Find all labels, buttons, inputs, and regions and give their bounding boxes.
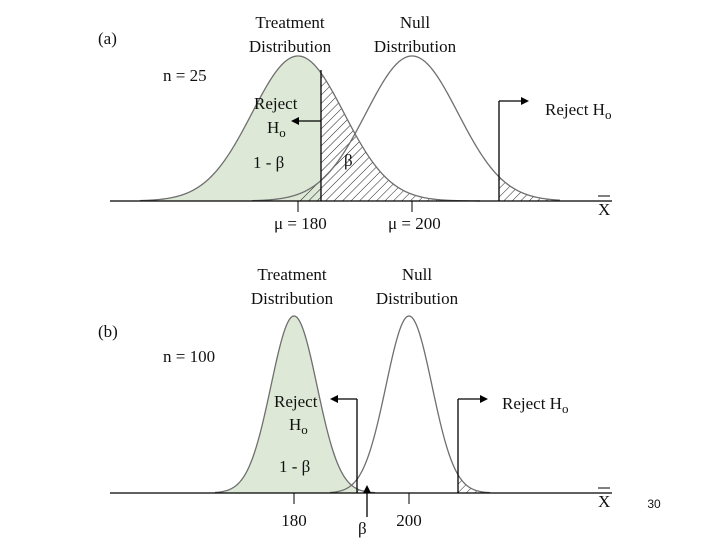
page-number: 30: [647, 497, 661, 511]
panel-b-reject-left-line1: Reject: [274, 392, 318, 411]
panel-a-reject-right-arrowhead: [521, 97, 529, 105]
panel-a-reject-left-line2: Ho: [267, 118, 286, 140]
panel-b-reject-left-arrowhead: [330, 395, 338, 403]
panel-b-treatment-title-2: Distribution: [251, 289, 334, 308]
panel-a-treatment-title-1: Treatment: [255, 13, 325, 32]
panel-b-treatment-title-1: Treatment: [257, 265, 327, 284]
panel-b-reject-right: Reject Ho: [502, 394, 568, 416]
panel-a-beta-label: β: [344, 151, 353, 170]
panel-b-beta-pointer-head: [363, 485, 371, 493]
panel-b-null-curve: [329, 315, 491, 494]
panel-b-treatment-curve: [214, 315, 376, 494]
panel-a: (a) Treatment Distribution Null Distribu…: [98, 13, 612, 233]
panel-b: (b) Treatment Distribution Null Distribu…: [98, 265, 612, 538]
panel-a-reject-left-line1: Reject: [254, 94, 298, 113]
panel-a-alpha-right-region: [499, 176, 560, 201]
panel-b-beta-label: β: [358, 519, 367, 538]
panel-a-null-title-1: Null: [400, 13, 431, 32]
panel-a-mu-null: μ = 200: [388, 214, 441, 233]
panel-a-axis-var: X: [598, 200, 610, 219]
panel-a-power-label: 1 - β: [253, 153, 284, 172]
panel-b-reject-right-arrowhead: [480, 395, 488, 403]
panel-a-beta-region: [321, 73, 480, 201]
panel-a-treatment-curve: [139, 55, 480, 202]
panel-b-null-title-2: Distribution: [376, 289, 459, 308]
panel-b-alpha-right-region: [458, 474, 490, 493]
panel-a-reject-right: Reject Ho: [545, 100, 611, 122]
panel-a-reject-left-arrowhead: [291, 117, 299, 125]
panel-a-treatment-title-2: Distribution: [249, 37, 332, 56]
panel-b-power-label: 1 - β: [279, 457, 310, 476]
panel-b-beta-region: [357, 488, 375, 493]
panel-a-label: (a): [98, 29, 117, 48]
panel-b-null-title-1: Null: [402, 265, 433, 284]
panel-b-mu-null: 200: [396, 511, 422, 530]
panel-b-sample-size: n = 100: [163, 347, 215, 366]
panel-b-axis-var: X: [598, 492, 610, 511]
panel-a-power-region: [140, 56, 321, 201]
panel-b-reject-left-line2: Ho: [289, 415, 308, 437]
panel-b-mu-treatment: 180: [281, 511, 307, 530]
panel-a-alpha-left-region: [300, 180, 321, 201]
panel-a-mu-treatment: μ = 180: [274, 214, 327, 233]
panel-b-label: (b): [98, 322, 118, 341]
panel-a-null-curve: [251, 55, 561, 202]
panel-a-sample-size: n = 25: [163, 66, 207, 85]
panel-a-null-title-2: Distribution: [374, 37, 457, 56]
panel-b-power-region: [215, 316, 357, 493]
